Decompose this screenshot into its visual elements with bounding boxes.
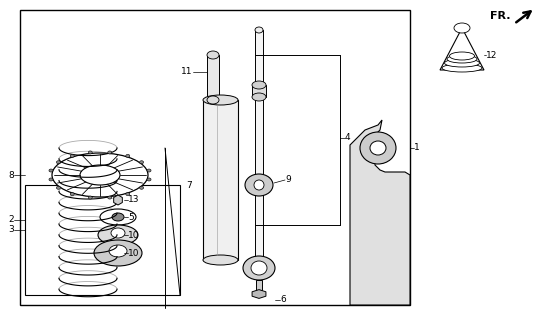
Text: 10: 10 xyxy=(128,230,139,239)
Bar xyxy=(20,10,410,305)
Ellipse shape xyxy=(444,59,479,67)
Ellipse shape xyxy=(57,186,60,189)
Ellipse shape xyxy=(70,154,74,157)
Ellipse shape xyxy=(112,213,124,221)
Text: 7: 7 xyxy=(186,180,192,189)
Ellipse shape xyxy=(52,153,148,197)
Ellipse shape xyxy=(251,261,267,275)
Ellipse shape xyxy=(80,165,120,185)
Ellipse shape xyxy=(252,93,266,101)
Text: 2: 2 xyxy=(8,215,14,225)
Ellipse shape xyxy=(370,141,386,155)
Ellipse shape xyxy=(88,196,92,199)
Text: 8: 8 xyxy=(8,171,14,180)
Ellipse shape xyxy=(243,256,275,280)
Text: 11: 11 xyxy=(181,68,192,76)
Text: 12: 12 xyxy=(486,51,497,60)
Ellipse shape xyxy=(126,154,130,157)
Ellipse shape xyxy=(203,95,238,105)
Ellipse shape xyxy=(254,180,264,190)
Ellipse shape xyxy=(203,255,238,265)
Ellipse shape xyxy=(207,96,219,104)
Bar xyxy=(252,85,266,97)
Text: 6: 6 xyxy=(280,295,286,305)
Ellipse shape xyxy=(140,161,144,164)
Ellipse shape xyxy=(255,27,263,33)
Ellipse shape xyxy=(108,151,112,154)
Ellipse shape xyxy=(454,23,470,33)
Bar xyxy=(256,280,262,290)
Ellipse shape xyxy=(147,169,151,172)
Ellipse shape xyxy=(147,178,151,181)
Ellipse shape xyxy=(100,209,136,225)
Polygon shape xyxy=(350,120,410,305)
Ellipse shape xyxy=(57,161,60,164)
Text: 10: 10 xyxy=(128,249,139,258)
Ellipse shape xyxy=(49,169,53,172)
Text: FR.: FR. xyxy=(490,11,510,21)
Ellipse shape xyxy=(207,51,219,59)
Ellipse shape xyxy=(447,55,477,63)
Polygon shape xyxy=(252,290,266,298)
Ellipse shape xyxy=(98,225,138,245)
Polygon shape xyxy=(440,28,484,70)
Ellipse shape xyxy=(252,81,266,89)
Polygon shape xyxy=(114,195,122,205)
Ellipse shape xyxy=(49,178,53,181)
Ellipse shape xyxy=(108,196,112,199)
Bar xyxy=(255,30,263,265)
Ellipse shape xyxy=(109,245,127,257)
Ellipse shape xyxy=(88,151,92,154)
Bar xyxy=(203,100,238,260)
Ellipse shape xyxy=(111,228,125,238)
Ellipse shape xyxy=(449,52,474,60)
Text: 4: 4 xyxy=(345,133,351,142)
Ellipse shape xyxy=(126,193,130,196)
Ellipse shape xyxy=(94,240,142,266)
Text: 3: 3 xyxy=(8,226,14,235)
Ellipse shape xyxy=(245,174,273,196)
Bar xyxy=(207,55,219,100)
Ellipse shape xyxy=(70,193,74,196)
Ellipse shape xyxy=(360,132,396,164)
Text: 13: 13 xyxy=(128,196,139,204)
Ellipse shape xyxy=(442,64,482,72)
Bar xyxy=(25,185,180,295)
Text: 9: 9 xyxy=(285,175,290,185)
Text: 5: 5 xyxy=(128,212,134,221)
Text: 1: 1 xyxy=(414,143,420,153)
Ellipse shape xyxy=(140,186,144,189)
